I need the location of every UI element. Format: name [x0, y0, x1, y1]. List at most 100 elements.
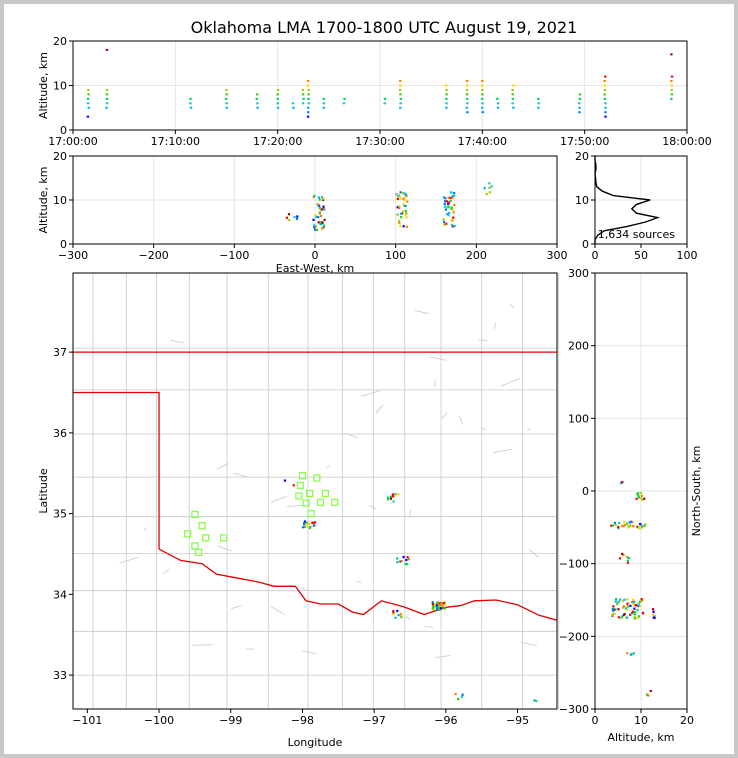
source-point: [616, 602, 619, 605]
source-point: [293, 216, 296, 219]
source-point: [105, 88, 109, 91]
x-tick-label: 0: [592, 714, 599, 727]
source-point: [397, 614, 400, 617]
source-point: [450, 223, 454, 227]
source-point: [307, 88, 310, 91]
y-tick-label: 0: [60, 124, 67, 137]
x-tick-label: −100: [219, 249, 249, 262]
lma-station-marker: [296, 481, 304, 489]
source-point: [617, 616, 620, 619]
source-point: [105, 102, 109, 105]
source-point: [404, 209, 407, 213]
source-point: [317, 215, 320, 219]
source-point: [644, 523, 647, 526]
source-point: [480, 84, 484, 87]
source-point: [442, 196, 445, 199]
source-point: [322, 197, 325, 200]
source-point: [537, 106, 540, 109]
source-point: [626, 616, 629, 619]
source-point: [629, 613, 632, 616]
x-tick-label: 17:40:00: [458, 135, 507, 148]
source-point: [449, 196, 452, 200]
source-point: [636, 608, 639, 612]
source-point: [317, 196, 321, 199]
source-point: [306, 106, 310, 109]
source-point: [224, 97, 228, 100]
source-point: [670, 97, 673, 100]
county-line: [301, 650, 317, 655]
source-point: [291, 102, 295, 105]
source-point: [633, 617, 636, 620]
source-point: [189, 97, 192, 100]
source-point: [288, 219, 291, 222]
x-tick-label: 20: [680, 714, 694, 727]
source-point: [640, 495, 643, 498]
source-point: [611, 613, 614, 616]
source-point: [630, 611, 634, 615]
source-point: [496, 106, 500, 109]
source-point: [603, 93, 606, 96]
source-point: [603, 88, 607, 91]
source-point: [512, 84, 515, 87]
source-point: [399, 106, 402, 109]
altitude-east-west-panel: −300 −200 −100 0 100 200 300 0 10 20 East-West, km…: [37, 150, 568, 275]
source-point: [400, 560, 403, 563]
source-point: [432, 608, 435, 611]
source-point: [629, 604, 632, 608]
y-axis-label: Altitude, km: [37, 52, 50, 119]
source-point: [640, 526, 644, 529]
y-tick-label: 10: [53, 80, 67, 93]
source-point: [511, 102, 514, 105]
lma-station-marker: [198, 522, 206, 530]
source-point: [621, 614, 624, 618]
source-point: [621, 600, 624, 603]
source-point: [485, 193, 488, 196]
lma-station-marker: [295, 492, 303, 500]
source-point: [405, 558, 408, 562]
source-point: [453, 192, 456, 195]
y-tick-label: 10: [53, 194, 67, 207]
source-point: [613, 521, 617, 525]
source-point: [642, 612, 645, 615]
source-point: [626, 602, 629, 605]
source-point: [461, 693, 464, 696]
source-point: [632, 600, 635, 604]
source-point: [623, 598, 626, 601]
source-point: [603, 80, 606, 83]
source-point: [614, 600, 617, 603]
source-point: [635, 604, 638, 607]
source-point: [445, 93, 448, 96]
lma-station-marker: [219, 534, 228, 542]
source-point: [445, 97, 448, 100]
source-point: [652, 616, 655, 619]
source-point: [402, 225, 405, 228]
y-axis-label: Latitude: [37, 468, 50, 514]
source-point: [403, 199, 406, 202]
county-line: [435, 655, 451, 659]
source-point: [302, 97, 305, 100]
source-point: [447, 201, 451, 204]
source-point: [611, 524, 614, 527]
source-point: [625, 555, 629, 559]
county-line: [270, 605, 285, 615]
source-point: [87, 88, 90, 91]
county-line: [216, 545, 233, 552]
x-tick-label: 17:00:00: [48, 135, 97, 148]
county-line: [270, 496, 287, 503]
source-point: [322, 102, 325, 105]
source-point: [321, 221, 324, 224]
source-point: [399, 197, 402, 200]
source-point: [276, 88, 280, 91]
source-point: [465, 84, 469, 87]
source-point: [621, 524, 624, 527]
source-point: [631, 521, 634, 524]
lma-station-marker: [302, 499, 310, 507]
x-tick-label: 50: [634, 249, 648, 262]
source-point: [617, 527, 620, 530]
lma-station-marker: [307, 510, 315, 518]
source-point: [465, 93, 469, 96]
source-point: [398, 221, 401, 224]
source-point: [301, 102, 305, 105]
source-point: [447, 202, 450, 205]
source-point: [392, 610, 395, 613]
